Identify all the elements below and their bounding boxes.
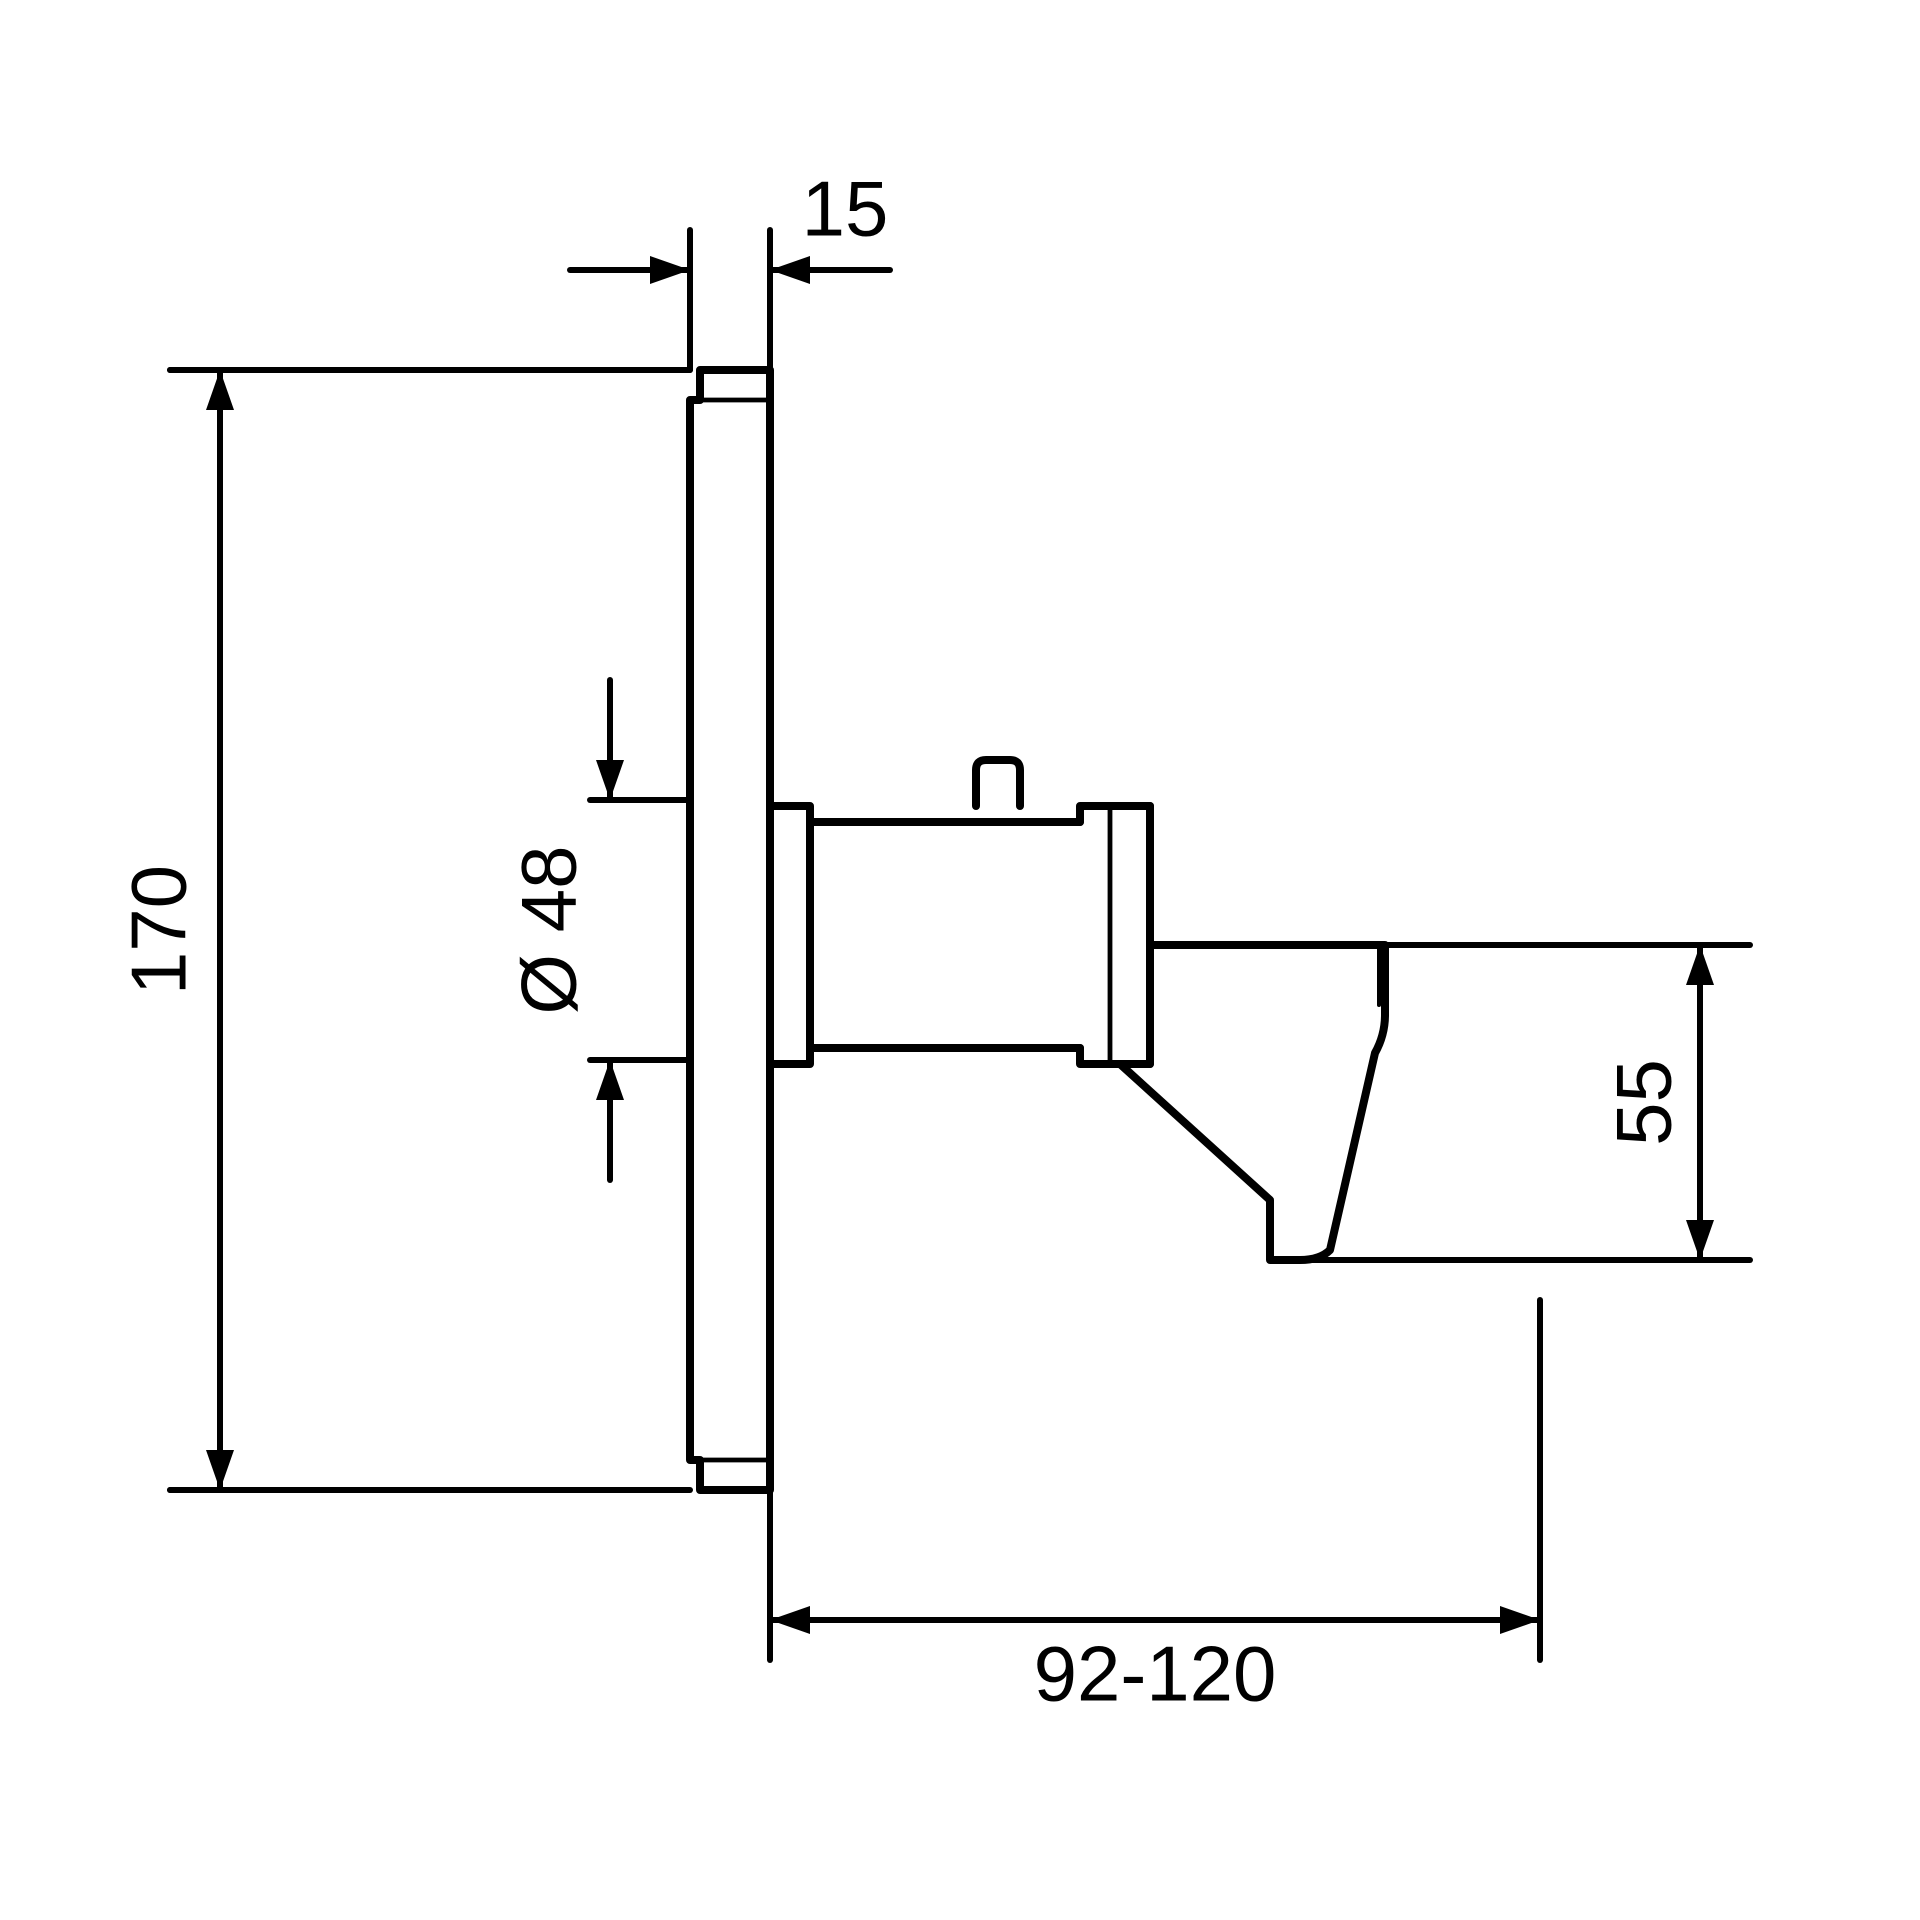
technical-drawing: 170 15 Ø 48 55 92-120 (0, 0, 1920, 1920)
dim-170: 170 (115, 865, 203, 995)
dim-92-120: 92-120 (1034, 1630, 1277, 1718)
dim-55: 55 (1600, 1059, 1688, 1146)
dim-15: 15 (802, 165, 889, 253)
dim-48: Ø 48 (505, 845, 593, 1014)
